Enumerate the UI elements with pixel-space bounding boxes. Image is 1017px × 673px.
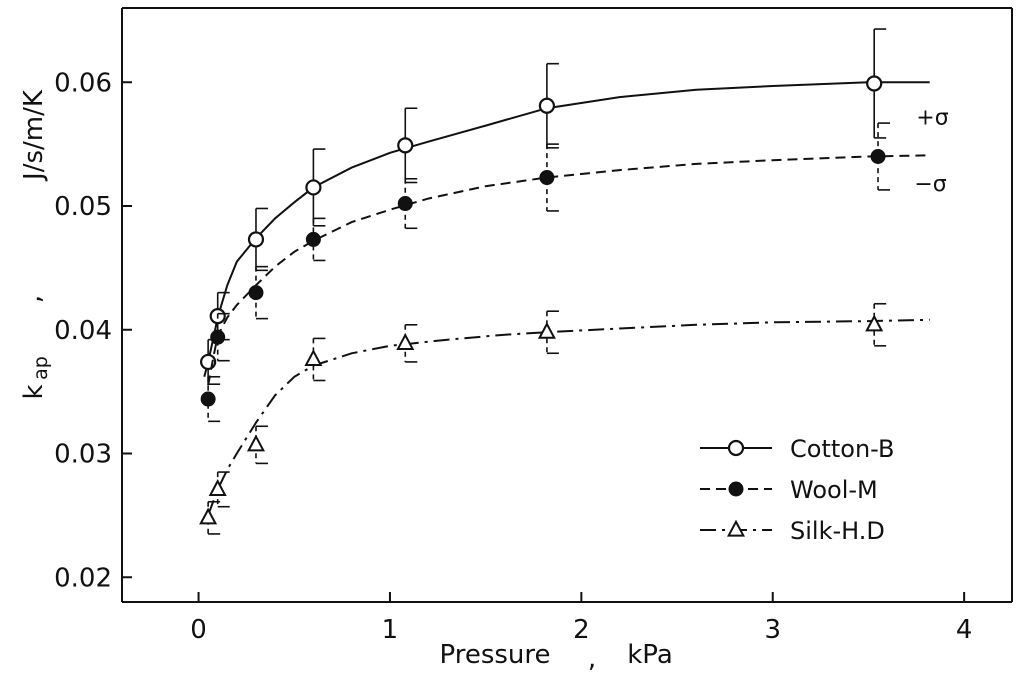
data-point	[199, 507, 218, 525]
error-bar	[255, 265, 268, 320]
x-tick-label: 4	[956, 615, 973, 645]
data-point	[537, 321, 556, 339]
legend-marker	[728, 481, 744, 497]
y-axis-label-separator: ,	[17, 295, 47, 303]
series-wool-m	[200, 122, 930, 423]
y-tick-label: 0.04	[54, 316, 112, 346]
x-tick-label: 3	[764, 615, 781, 645]
y-tick-label: 0.02	[54, 563, 112, 593]
legend-entry: Cotton-B	[700, 435, 894, 463]
x-axis-label-separator: ,	[588, 644, 596, 673]
x-tick-label: 2	[573, 615, 590, 645]
annotation-label: +σ	[916, 105, 948, 130]
x-tick-label: 1	[382, 615, 399, 645]
data-point	[870, 149, 886, 164]
y-axis-label-symbol: k	[19, 384, 49, 399]
legend-entry: Silk-H.D	[700, 517, 885, 545]
x-axis-label-unit: kPa	[627, 640, 673, 670]
x-tick-label: 0	[190, 615, 207, 645]
legend: Cotton-B Wool-M Silk-H.D	[700, 435, 894, 545]
data-point	[538, 97, 556, 114]
data-point	[397, 196, 413, 212]
y-axis-label-unit: J/s/m/K	[19, 89, 49, 182]
annotation-label: −σ	[914, 172, 946, 197]
y-tick-label: 0.03	[54, 440, 112, 470]
legend-marker	[726, 519, 746, 537]
legend-label: Cotton-B	[790, 435, 894, 463]
plot-area: +σ −σ	[199, 28, 949, 535]
error-bar	[404, 177, 418, 230]
legend-label: Silk-H.D	[790, 517, 885, 545]
error-bar	[877, 122, 891, 191]
data-point	[866, 75, 883, 92]
data-point	[865, 314, 884, 332]
y-axis-label-subscript: ap	[30, 356, 52, 380]
data-point	[208, 479, 227, 496]
data-point	[200, 391, 216, 407]
data-point	[305, 231, 321, 247]
axes: 0 1 2 3 4 0.02 0.03 0.04 0.05 0.06	[54, 7, 1013, 645]
legend-marker	[727, 439, 745, 457]
legend-label: Wool-M	[790, 476, 878, 504]
x-axis-label-name: Pressure	[439, 640, 550, 670]
data-point	[305, 179, 322, 196]
legend-entry: Wool-M	[700, 476, 878, 504]
data-point	[210, 329, 226, 345]
data-point	[304, 349, 323, 367]
data-point	[246, 434, 265, 452]
series-silk-h-d	[199, 302, 930, 535]
series-line	[207, 154, 930, 386]
data-point	[247, 231, 265, 248]
error-bar	[216, 312, 230, 362]
y-tick-label: 0.05	[54, 192, 112, 222]
data-point	[248, 285, 264, 301]
data-point	[539, 170, 555, 186]
y-tick-label: 0.06	[54, 68, 112, 98]
error-bar	[216, 471, 230, 508]
data-point	[397, 137, 414, 154]
error-bar	[546, 143, 559, 212]
data-point	[396, 332, 415, 350]
series-line	[207, 318, 930, 516]
